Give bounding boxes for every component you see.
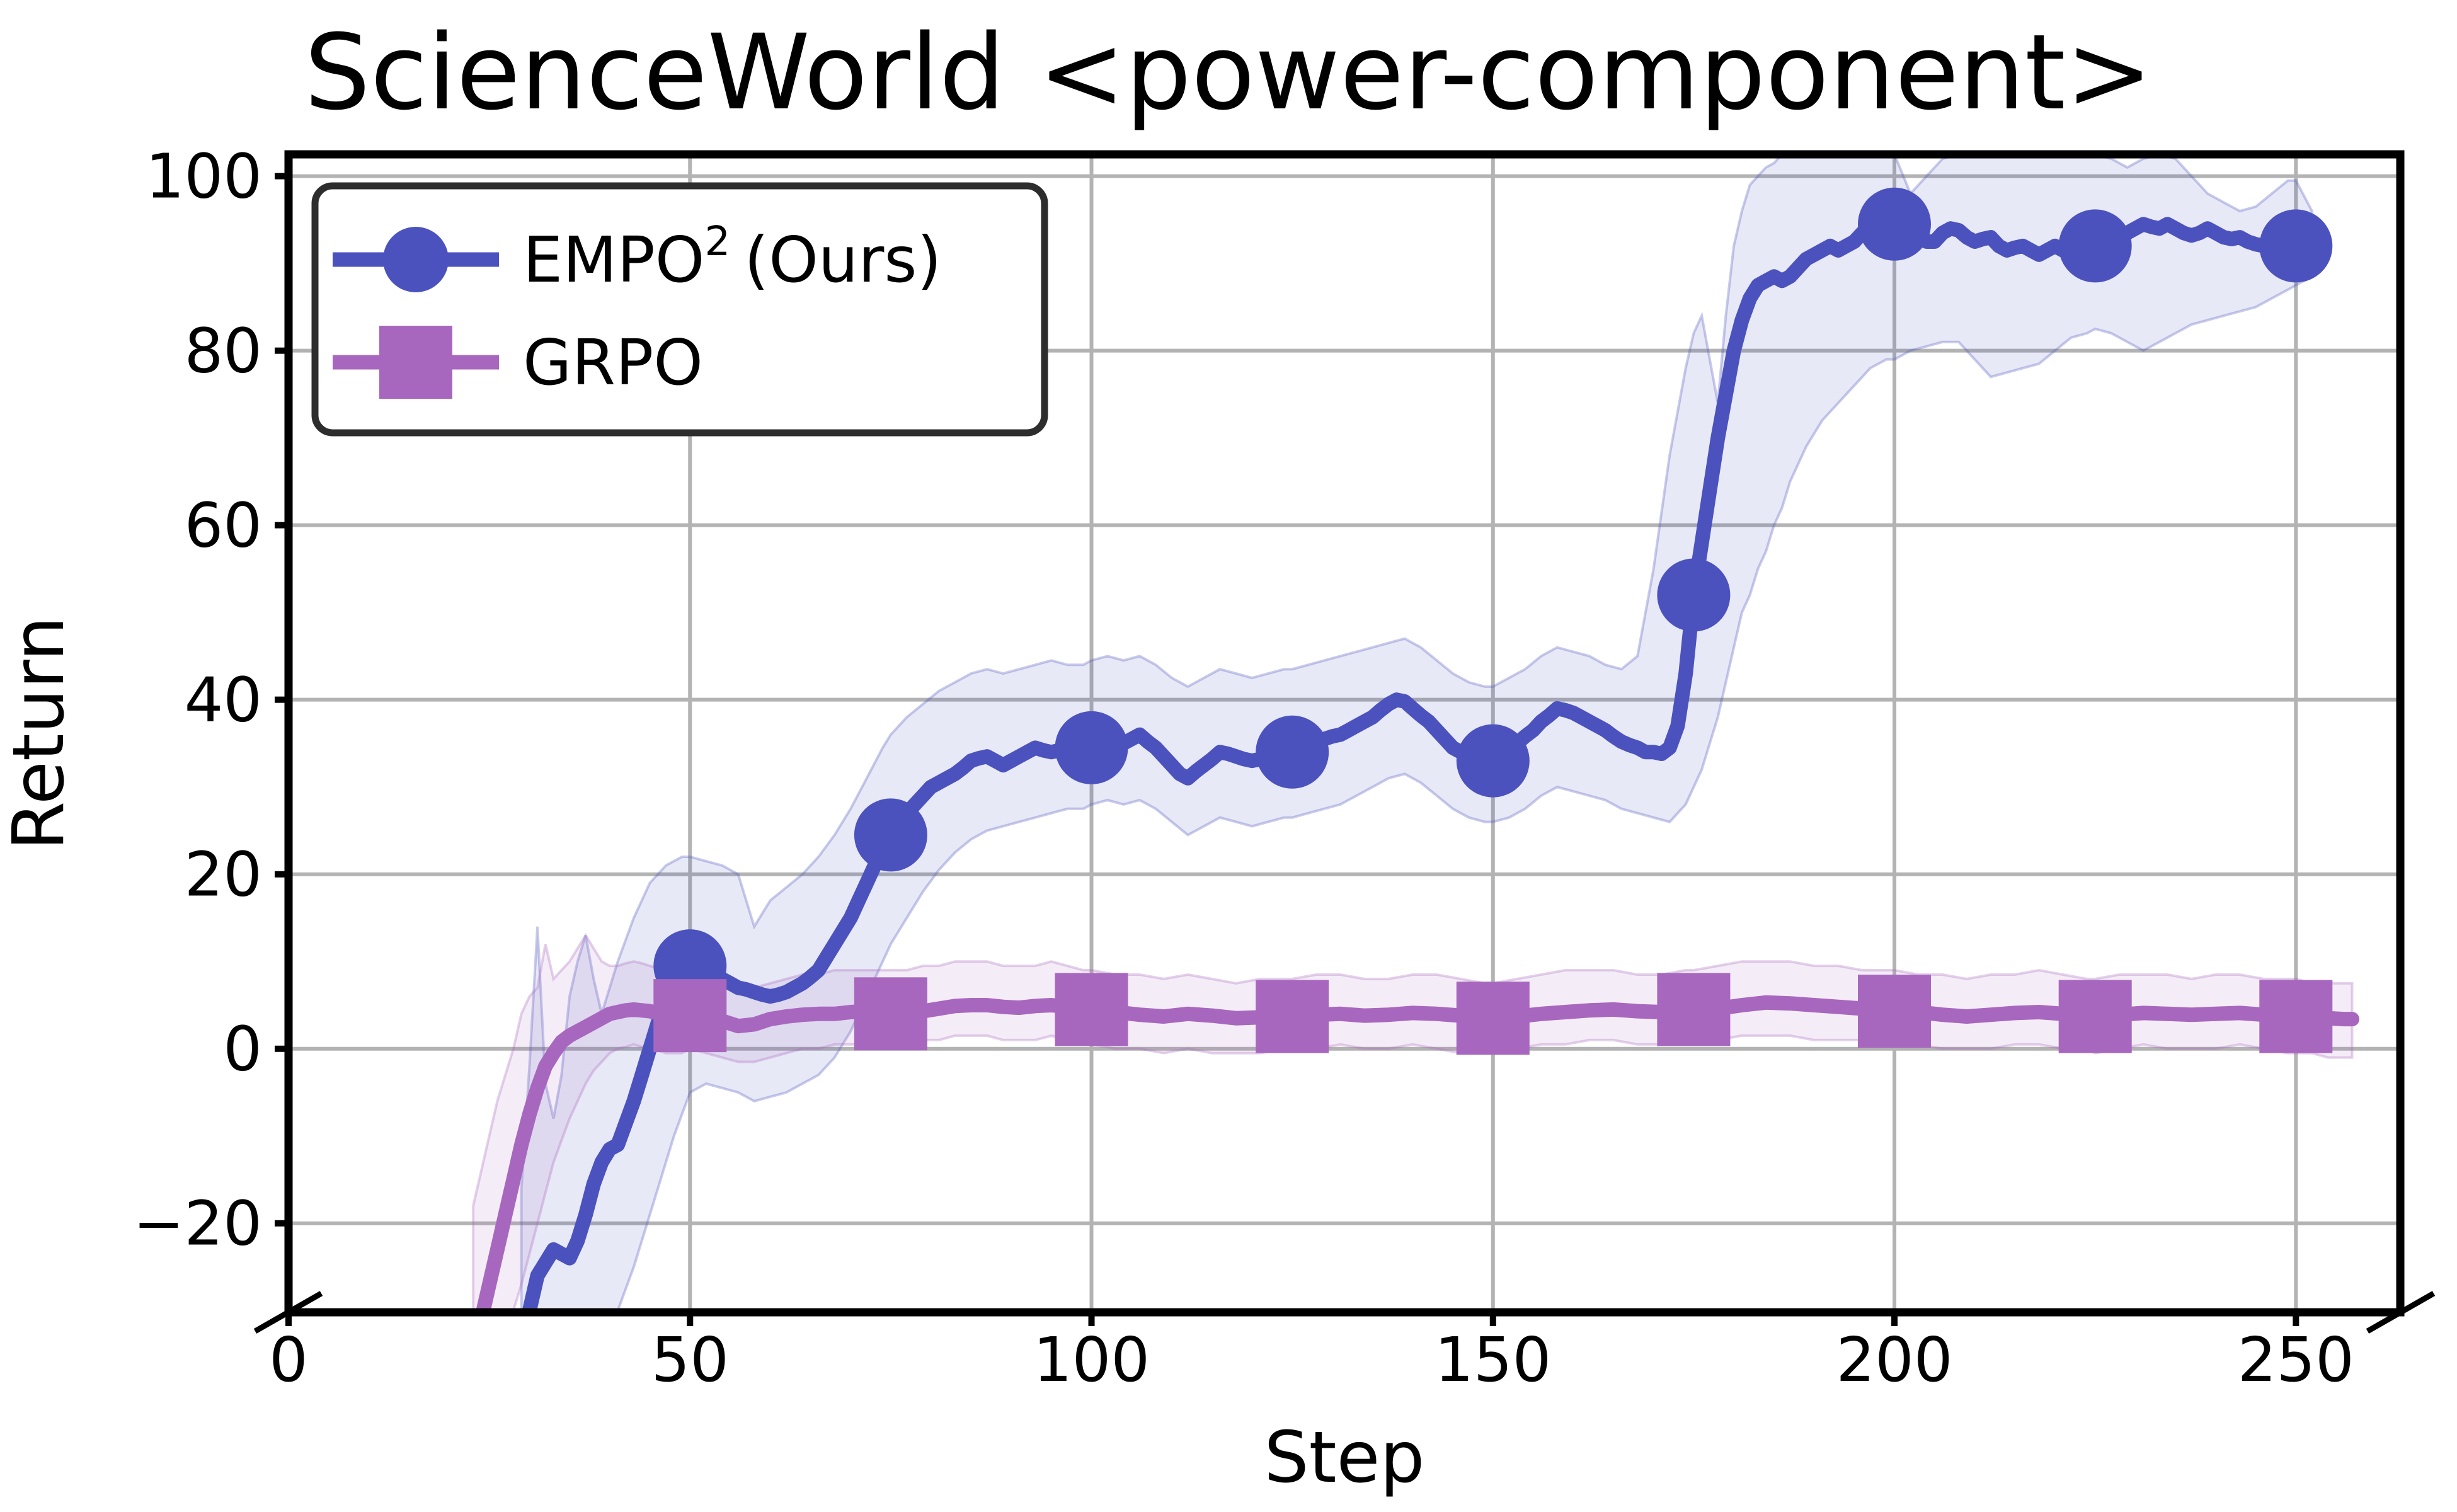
empo-circle-marker xyxy=(2058,209,2132,283)
grpo-markers xyxy=(653,973,2333,1055)
axis-break-mark-left xyxy=(253,1291,323,1334)
empo-confidence-band xyxy=(520,154,2313,1312)
grpo-square-marker xyxy=(854,977,927,1051)
x-tick-label: 0 xyxy=(269,1324,308,1395)
grpo-square-marker xyxy=(2259,980,2333,1053)
y-tick-label: 40 xyxy=(185,665,262,736)
y-tick-label: 60 xyxy=(185,490,262,561)
legend-empo-label: EMPO2 (Ours) xyxy=(523,219,942,297)
empo-circle-marker xyxy=(1256,715,1329,789)
empo-markers xyxy=(653,187,2333,1003)
x-axis-label: Step xyxy=(1264,1417,1424,1499)
grpo-square-marker xyxy=(1456,982,1530,1055)
y-tick-label: 20 xyxy=(185,839,262,910)
y-tick-label: 0 xyxy=(223,1014,262,1085)
axis-break-mark-right xyxy=(2366,1291,2436,1334)
x-tick-label: 250 xyxy=(2238,1324,2354,1395)
legend-empo-circle-icon xyxy=(383,227,449,292)
plot-area xyxy=(472,154,2359,1312)
empo-line xyxy=(522,217,2320,1312)
legend-empo-label-base: EMPO xyxy=(523,223,704,297)
legend-empo-label-rest: (Ours) xyxy=(744,223,941,297)
legend: EMPO2 (Ours) GRPO xyxy=(311,182,1048,437)
x-tick-label: 150 xyxy=(1435,1324,1551,1395)
legend-grpo-label: GRPO xyxy=(523,326,703,399)
y-tick-labels: 100 80 60 40 20 0 −20 xyxy=(133,141,262,1259)
x-tick-label: 100 xyxy=(1033,1324,1150,1395)
chart-title: ScienceWorld <power-component> xyxy=(304,12,2153,133)
empo-circle-marker xyxy=(1657,558,1731,632)
grpo-square-marker xyxy=(1657,973,1731,1046)
empo-circle-marker xyxy=(854,798,927,872)
y-tick-label: −20 xyxy=(133,1188,262,1259)
grpo-square-marker xyxy=(653,979,727,1053)
legend-grpo-square-icon xyxy=(379,326,452,399)
y-tick-label: 80 xyxy=(185,316,262,387)
grpo-square-marker xyxy=(1858,975,1931,1048)
x-tick-labels: 0 50 100 150 200 250 xyxy=(269,1324,2354,1395)
x-tick-label: 50 xyxy=(651,1324,729,1395)
grpo-square-marker xyxy=(2058,980,2132,1053)
legend-box xyxy=(311,182,1048,437)
grpo-square-marker xyxy=(1256,980,1329,1053)
y-tick-label: 100 xyxy=(146,141,262,212)
grpo-square-marker xyxy=(1055,973,1128,1046)
empo-circle-marker xyxy=(2259,209,2333,283)
empo-circle-marker xyxy=(1055,711,1128,784)
empo-circle-marker xyxy=(1456,724,1530,798)
legend-empo-label-superscript: 2 xyxy=(704,219,730,265)
x-tick-label: 200 xyxy=(1836,1324,1952,1395)
empo-circle-marker xyxy=(1858,187,1931,261)
grpo-line xyxy=(475,995,2359,1312)
y-axis-label: Return xyxy=(0,616,80,850)
plot-border xyxy=(284,150,2405,1317)
axis-tick-marks xyxy=(275,173,2300,1326)
